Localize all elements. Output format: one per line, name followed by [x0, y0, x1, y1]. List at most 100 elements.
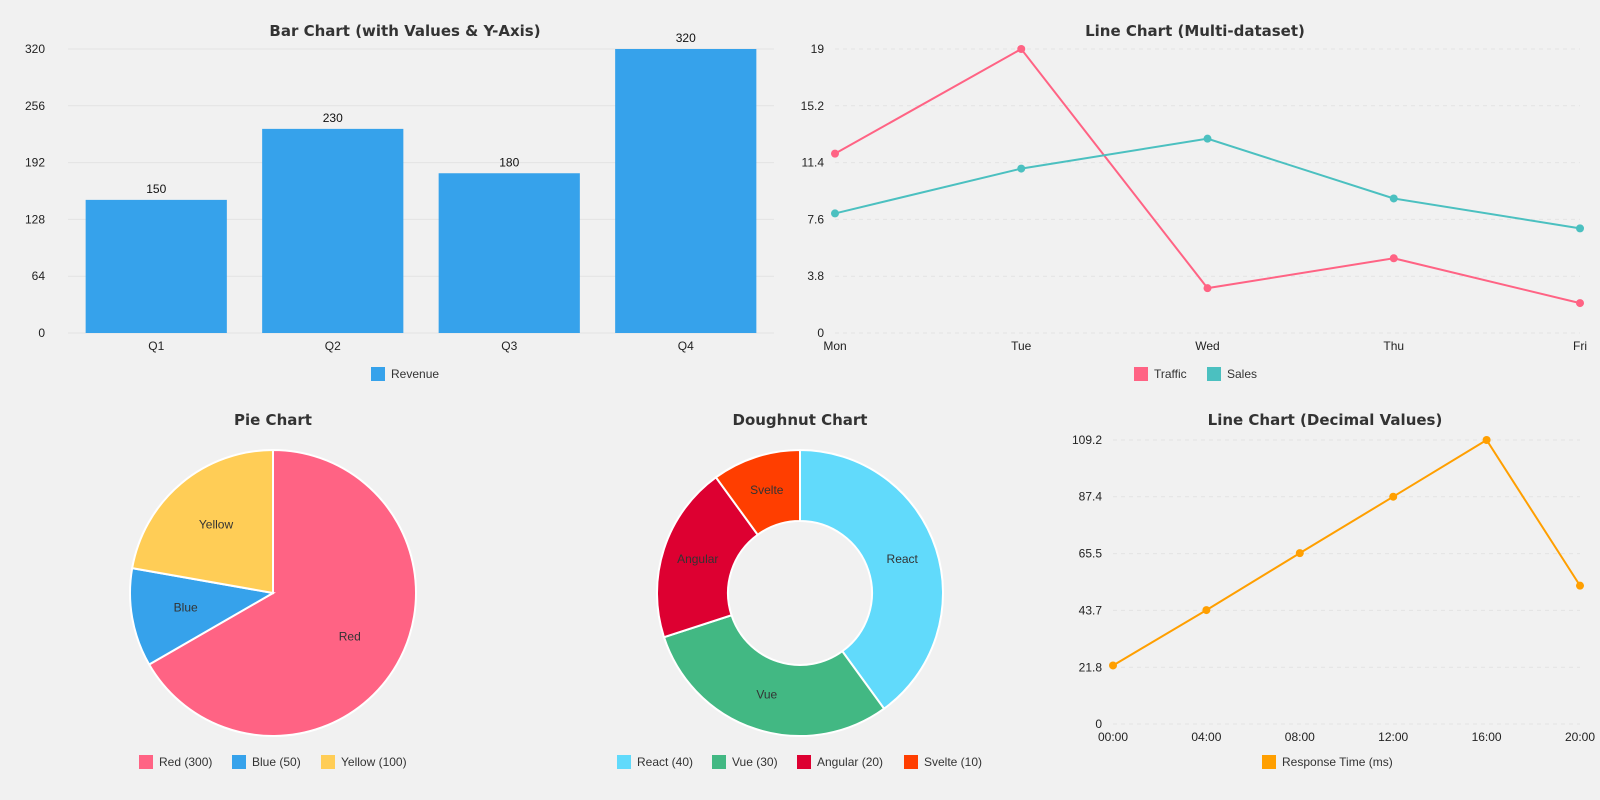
- line-chart-multi-title: Line Chart (Multi-dataset): [1085, 22, 1305, 40]
- data-label-q2: 230: [323, 111, 343, 125]
- slice-label-vue: Vue: [756, 687, 777, 701]
- bar-q1: [85, 199, 227, 333]
- point-response-time-ms-20-00: [1576, 581, 1584, 590]
- point-response-time-ms-08-00: [1295, 549, 1304, 558]
- data-label-q4: 320: [676, 31, 696, 45]
- x-tick-label: 00:00: [1098, 730, 1128, 744]
- point-response-time-ms-00-00: [1109, 661, 1117, 670]
- legend-swatch-svelte: [904, 755, 918, 769]
- y-tick-label: 19: [811, 42, 825, 56]
- x-tick-label: 08:00: [1285, 730, 1315, 744]
- bar-q3: [438, 173, 580, 333]
- y-tick-label: 128: [25, 212, 45, 226]
- point-traffic-thu: [1389, 254, 1398, 263]
- bar-chart-x-axis: Q1 Q2 Q3 Q4: [148, 339, 694, 353]
- bar-chart-bars: 150 230 180 320: [85, 31, 757, 333]
- legend-swatch-vue: [712, 755, 726, 769]
- slice-label-react: React: [887, 552, 919, 566]
- legend-label-angular: Angular (20): [817, 755, 883, 769]
- bar-chart-panel: Bar Chart (with Values & Y-Axis) 0 64 128 1…: [25, 22, 774, 381]
- legend-swatch-react: [617, 755, 631, 769]
- slice-angular: [656, 475, 760, 639]
- doughnut-chart-panel: Doughnut Chart React Vue Angular Svelte Rea…: [617, 411, 982, 769]
- point-sales-fri: [1576, 224, 1584, 233]
- x-tick-label: 20:00: [1565, 730, 1595, 744]
- y-tick-label: 7.6: [807, 212, 824, 226]
- point-sales-tue: [1017, 164, 1026, 173]
- slice-label-blue: Blue: [174, 601, 198, 615]
- x-tick-label: Wed: [1195, 339, 1219, 353]
- y-tick-label: 0: [817, 326, 824, 340]
- pie-chart-title: Pie Chart: [234, 411, 312, 429]
- x-tick-label: Fri: [1573, 339, 1587, 353]
- y-tick-label: 0: [1095, 717, 1102, 731]
- slice-blue: [129, 567, 276, 666]
- legend-swatch-yellow: [321, 755, 335, 769]
- y-tick-label: 21.8: [1079, 660, 1103, 674]
- slice-label-red: Red: [339, 630, 361, 644]
- series-line-sales: [834, 137, 1581, 230]
- point-traffic-wed: [1203, 284, 1212, 293]
- slice-red: [147, 448, 417, 737]
- x-tick-label: Q3: [501, 339, 517, 353]
- bar-chart-y-axis: 0 64 128 192 256 320: [25, 42, 45, 340]
- y-tick-label: 64: [32, 269, 46, 283]
- y-tick-label: 11.4: [802, 156, 825, 170]
- x-tick-label: Tue: [1011, 339, 1032, 353]
- line-chart-multi-legend[interactable]: Traffic Sales: [1134, 367, 1257, 381]
- x-tick-label: Q4: [678, 339, 694, 353]
- legend-swatch-sales: [1207, 367, 1221, 381]
- bar-chart-title: Bar Chart (with Values & Y-Axis): [269, 22, 540, 40]
- x-tick-label: 12:00: [1378, 730, 1408, 744]
- slice-label-svelte: Svelte: [750, 483, 784, 497]
- bar-q4: [615, 49, 757, 333]
- legend-swatch-revenue: [371, 367, 385, 381]
- doughnut-chart-title: Doughnut Chart: [733, 411, 868, 429]
- point-response-time-ms-12-00: [1389, 492, 1398, 501]
- slice-label-angular: Angular: [677, 552, 718, 566]
- doughnut-chart-legend[interactable]: React (40) Vue (30) Angular (20) Svelte …: [617, 755, 982, 769]
- legend-label-revenue: Revenue: [391, 367, 439, 381]
- x-tick-label: Q1: [148, 339, 164, 353]
- slice-react: [799, 448, 944, 711]
- line-chart-decimal-panel: Line Chart (Decimal Values) 0 21.8 43.7 65.…: [1072, 411, 1595, 769]
- slice-svelte: [714, 448, 801, 537]
- line-chart-decimal-title: Line Chart (Decimal Values): [1208, 411, 1443, 429]
- pie-chart-slices: Red Blue Yellow: [129, 448, 417, 737]
- legend-swatch-response-time: [1262, 755, 1276, 769]
- doughnut-chart-slices: React Vue Angular Svelte: [656, 448, 944, 737]
- x-tick-label: 04:00: [1191, 730, 1221, 744]
- data-label-q3: 180: [499, 155, 519, 169]
- line-chart-decimal-legend[interactable]: Response Time (ms): [1262, 755, 1393, 769]
- bar-q2: [262, 128, 404, 333]
- line-chart-multi-x-axis: Mon Tue Wed Thu Fri: [823, 339, 1587, 353]
- line-chart-decimal-x-axis: 00:00 04:00 08:00 12:00 16:00 20:00: [1098, 730, 1595, 744]
- y-tick-label: 192: [25, 156, 45, 170]
- line-chart-decimal-y-axis: 0 21.8 43.7 65.5 87.4 109.2: [1072, 433, 1102, 731]
- legend-label-yellow: Yellow (100): [341, 755, 407, 769]
- bar-chart-legend[interactable]: Revenue: [371, 367, 439, 381]
- y-tick-label: 65.5: [1079, 547, 1103, 561]
- line-chart-decimal-series: [1109, 436, 1584, 670]
- point-traffic-mon: [831, 149, 839, 158]
- series-line-response-time-ms: [1112, 438, 1581, 667]
- slice-label-yellow: Yellow: [199, 517, 234, 531]
- line-chart-multi-panel: Line Chart (Multi-dataset) 0 3.8 7.6 11.4 15…: [801, 22, 1587, 381]
- y-tick-label: 0: [38, 326, 45, 340]
- y-tick-label: 256: [25, 99, 45, 113]
- y-tick-label: 320: [25, 42, 45, 56]
- line-chart-multi-series: [831, 45, 1584, 308]
- point-response-time-ms-16-00: [1482, 436, 1491, 444]
- legend-swatch-angular: [797, 755, 811, 769]
- series-line-traffic: [834, 47, 1581, 305]
- x-tick-label: 16:00: [1472, 730, 1502, 744]
- point-traffic-tue: [1017, 45, 1026, 53]
- y-tick-label: 3.8: [807, 269, 824, 283]
- pie-chart-legend[interactable]: Red (300) Blue (50) Yellow (100): [139, 755, 407, 769]
- legend-swatch-blue: [232, 755, 246, 769]
- y-tick-label: 109.2: [1072, 433, 1102, 447]
- legend-swatch-red: [139, 755, 153, 769]
- y-tick-label: 43.7: [1079, 603, 1103, 617]
- legend-label-red: Red (300): [159, 755, 212, 769]
